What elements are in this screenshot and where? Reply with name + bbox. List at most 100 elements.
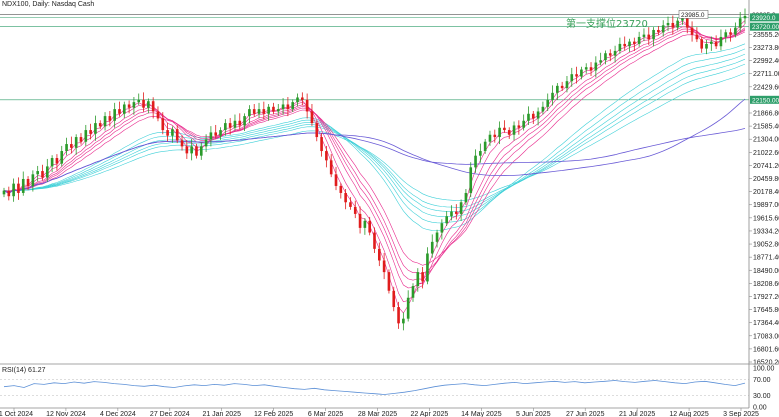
- candle-body: [454, 211, 458, 214]
- candle-body: [584, 67, 588, 70]
- support-price-badge-box: [750, 22, 779, 31]
- candle-body: [580, 69, 583, 77]
- candle-body: [690, 27, 694, 35]
- candle-body: [2, 190, 6, 195]
- candle-body: [445, 216, 448, 224]
- candle-body: [560, 85, 564, 89]
- price-axis[interactable]: 23555.20 23273.80 22992.40 22711.00 22429.60…: [748, 0, 779, 366]
- long-ema-line: [3, 72, 746, 202]
- main-plot[interactable]: [0, 8, 749, 331]
- candle-body: [565, 81, 569, 89]
- candles: [2, 8, 747, 331]
- price-tick-label: 17927.20: [753, 294, 779, 301]
- time-tick-label: 12 Feb 2025: [254, 411, 293, 417]
- rsi-indicator: [0, 379, 749, 396]
- time-tick-label: 12 Aug 2025: [669, 411, 708, 417]
- short-ema-line: [3, 31, 746, 266]
- price-tick-label: 18208.60: [753, 281, 779, 288]
- candle-body: [353, 206, 357, 214]
- candle-body: [392, 290, 396, 308]
- candle-body: [315, 123, 319, 138]
- candle-body: [305, 99, 309, 112]
- candle-body: [122, 104, 126, 114]
- candle-body: [570, 74, 574, 82]
- candle-body: [190, 146, 193, 154]
- candle-body: [397, 307, 400, 324]
- candle-body: [531, 113, 535, 119]
- candle-body: [98, 123, 102, 127]
- candle-body: [36, 171, 39, 175]
- candle-body: [377, 248, 381, 261]
- support-annotation: 第一支撑位23720: [566, 17, 648, 30]
- level-price-badge-box: [750, 95, 779, 104]
- candle-body: [522, 120, 525, 128]
- candle-body: [55, 158, 59, 164]
- candle-body: [464, 192, 468, 203]
- candle-body: [26, 178, 30, 186]
- candle-body: [402, 318, 405, 324]
- candle-body: [512, 125, 516, 135]
- candle-body: [623, 43, 627, 47]
- candle-body: [296, 97, 299, 103]
- price-tick-label: 19615.60: [753, 215, 779, 222]
- candle-body: [681, 18, 684, 21]
- price-tick-label: 19897.00: [753, 202, 779, 209]
- candle-body: [180, 140, 184, 147]
- price-tick-label: 18771.40: [753, 255, 779, 262]
- price-tick-label: 21585.40: [753, 124, 779, 131]
- candle-body: [70, 144, 73, 148]
- candle-body: [65, 144, 68, 152]
- long-ema-line: [3, 43, 746, 231]
- candle-body: [743, 15, 747, 19]
- moving-averages: [3, 20, 746, 314]
- candle-body: [84, 130, 88, 142]
- candle-body: [320, 137, 323, 152]
- candle-body: [633, 41, 636, 44]
- time-tick-label: 5 Jun 2025: [516, 411, 551, 417]
- candle-body: [195, 146, 198, 156]
- price-tick-label: 23273.80: [753, 45, 779, 52]
- candle-body: [652, 29, 655, 40]
- candle-body: [695, 34, 699, 40]
- price-tick-label: 20459.80: [753, 176, 779, 183]
- candle-body: [450, 211, 453, 217]
- candle-body: [238, 120, 242, 126]
- candle-body: [642, 34, 646, 37]
- rsi-tick-label: 30.00: [753, 393, 771, 400]
- candle-body: [474, 155, 477, 168]
- candle-body: [171, 129, 174, 136]
- candle-body: [416, 272, 420, 287]
- candle-body: [738, 18, 742, 28]
- time-tick-label: 14 May 2025: [461, 411, 502, 417]
- time-tick-label: 3 Sep 2025: [723, 411, 759, 417]
- candle-body: [243, 116, 246, 126]
- candle-body: [175, 129, 179, 141]
- time-tick-label: 21 Oct 2024: [0, 411, 33, 417]
- rsi-tick-label: 0.00: [753, 405, 767, 412]
- candle-body: [628, 41, 631, 47]
- time-tick-label: 4 Dec 2024: [100, 411, 136, 417]
- candle-body: [435, 232, 439, 242]
- candle-body: [411, 286, 415, 298]
- time-tick-label: 6 Mar 2025: [308, 411, 344, 417]
- time-axis[interactable]: 21 Oct 2024 12 Nov 2024 4 Dec 2024 27 Dec 2…: [0, 407, 759, 417]
- candle-body: [94, 123, 97, 134]
- candle-body: [459, 202, 463, 214]
- candle-body: [541, 106, 545, 112]
- time-tick-label: 21 Jan 2025: [202, 411, 241, 417]
- candle-body: [426, 253, 429, 282]
- candle-body: [224, 123, 227, 131]
- candle-body: [50, 158, 54, 167]
- current-price-badge-box: [750, 13, 779, 22]
- candle-body: [556, 85, 559, 93]
- rsi-panel[interactable]: RSI(14) 61.27 100.00 70.00 30.00 0.00: [0, 364, 775, 412]
- candle-body: [147, 101, 150, 108]
- time-tick-label: 27 Dec 2024: [150, 411, 190, 417]
- candle-body: [469, 167, 473, 193]
- candle-body: [228, 123, 232, 128]
- price-tick-label: 22429.60: [753, 84, 779, 91]
- candle-body: [575, 74, 578, 77]
- price-tick-label: 22711.00: [753, 71, 779, 78]
- candle-body: [666, 22, 670, 26]
